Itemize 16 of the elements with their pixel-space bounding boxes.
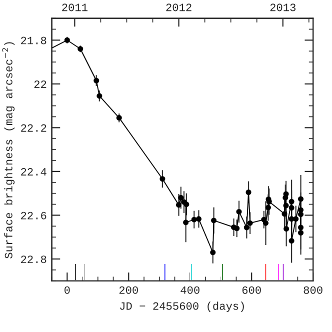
x-axis-title: JD − 2455600 (days) — [120, 302, 244, 312]
y-tick-label: 22.2 — [21, 124, 46, 132]
y-tick-label: 21.8 — [21, 36, 46, 44]
x-tick-label: 800 — [304, 286, 322, 294]
y-tick-label: 22.8 — [21, 256, 46, 264]
x2-tick-label: 2012 — [166, 4, 192, 12]
y-tick-label: 22.4 — [21, 168, 46, 176]
x2-tick-label: 2013 — [270, 4, 296, 12]
x-tick-label: 600 — [242, 286, 261, 294]
x2-tick-label: 2011 — [62, 4, 88, 12]
x-tick-label: 0 — [64, 286, 70, 294]
x-tick-label: 200 — [119, 286, 138, 294]
y-tick-label: 22.6 — [21, 212, 46, 220]
y-tick-label: 22 — [34, 80, 46, 88]
y-axis-title: Surface brightness (mag arcsec$^{−2}$) — [2, 42, 15, 258]
x-tick-label: 400 — [180, 286, 200, 294]
